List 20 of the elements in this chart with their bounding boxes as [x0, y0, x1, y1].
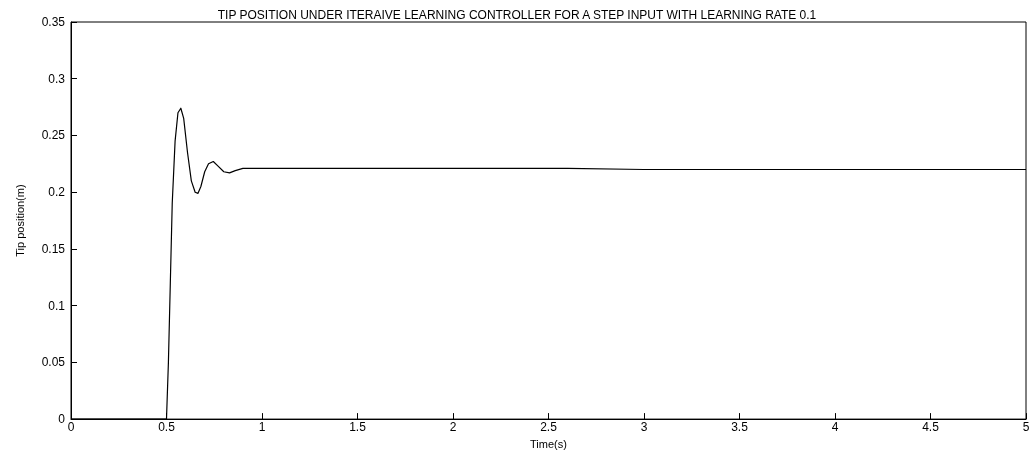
x-tick-label: 1 [258, 420, 266, 435]
y-tick-label: 0.35 [41, 15, 66, 29]
x-tick-label: 3.5 [731, 420, 749, 435]
x-tick-label: 0.5 [158, 420, 176, 435]
x-tick-label: 5 [1022, 420, 1030, 435]
y-axis-title: Tip position(m) [13, 184, 26, 257]
x-tick-label: 1.5 [349, 420, 367, 435]
y-tick-label: 0.25 [41, 128, 66, 143]
y-tick-label: 0.2 [48, 185, 66, 200]
x-tick-label: 4 [831, 420, 839, 435]
x-tick-label: 2.5 [540, 420, 558, 435]
y-tick-label: 0.05 [41, 355, 66, 370]
x-tick-label: 4.5 [922, 420, 940, 435]
x-tick-label: 2 [449, 420, 457, 435]
x-axis-title: Time(s) [530, 437, 567, 450]
chart-title: TIP POSITION UNDER ITERAIVE LEARNING CONTROLLER FOR A STEP INPUT WITH LEARNING RATE 0.1 [217, 8, 817, 22]
y-tick-label: 0.15 [41, 241, 66, 256]
y-tick-label: 0.3 [48, 71, 66, 86]
y-tick-label: 0.1 [48, 298, 66, 313]
x-tick-label: 3 [640, 420, 648, 435]
